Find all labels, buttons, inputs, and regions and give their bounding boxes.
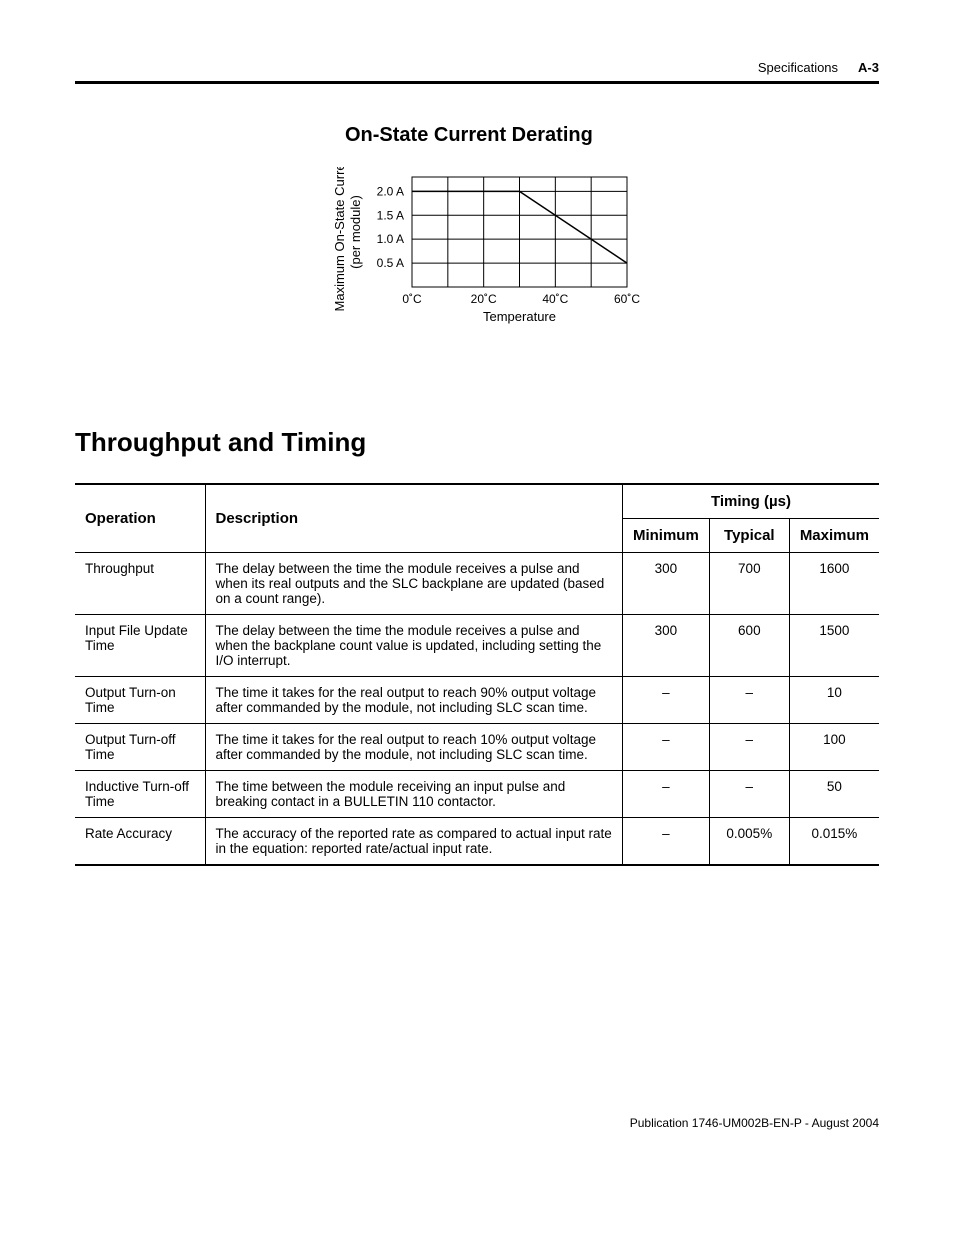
svg-text:1.0 A: 1.0 A — [377, 232, 404, 246]
cell-typ: 600 — [709, 615, 789, 677]
cell-typ: – — [709, 724, 789, 771]
svg-text:0.5 A: 0.5 A — [377, 256, 404, 270]
footer-text: Publication 1746-UM002B-EN-P - August 20… — [75, 1116, 879, 1130]
svg-text:20˚C: 20˚C — [471, 292, 497, 306]
cell-min: – — [622, 771, 709, 818]
th-min: Minimum — [622, 519, 709, 553]
svg-text:60˚C: 60˚C — [614, 292, 640, 306]
cell-typ: 700 — [709, 553, 789, 615]
svg-text:2.0 A: 2.0 A — [377, 184, 404, 198]
cell-min: – — [622, 677, 709, 724]
derating-chart: 0˚C 20˚C 40˚C 60˚C 0.5 A 1.0 A 1.5 A 2.0 A Tempe… — [75, 167, 879, 347]
th-timing-group: Timing (µs) — [622, 484, 879, 519]
cell-min: – — [622, 818, 709, 866]
th-operation: Operation — [75, 484, 205, 553]
cell-operation: Rate Accuracy — [75, 818, 205, 866]
cell-max: 50 — [789, 771, 879, 818]
table-row: Inductive Turn-off TimeThe time between … — [75, 771, 879, 818]
page-header: Specifications A-3 — [75, 60, 879, 79]
table-row: Output Turn-on TimeThe time it takes for… — [75, 677, 879, 724]
svg-text:Temperature: Temperature — [483, 309, 556, 324]
table-row: Rate AccuracyThe accuracy of the reporte… — [75, 818, 879, 866]
cell-min: 300 — [622, 615, 709, 677]
svg-text:40˚C: 40˚C — [542, 292, 568, 306]
derating-chart-svg: 0˚C 20˚C 40˚C 60˚C 0.5 A 1.0 A 1.5 A 2.0 A Tempe… — [297, 167, 657, 347]
cell-typ: – — [709, 771, 789, 818]
cell-max: 0.015% — [789, 818, 879, 866]
cell-min: – — [622, 724, 709, 771]
cell-description: The time it takes for the real output to… — [205, 677, 622, 724]
cell-description: The time it takes for the real output to… — [205, 724, 622, 771]
cell-operation: Output Turn-on Time — [75, 677, 205, 724]
table-heading: Throughput and Timing — [75, 427, 879, 458]
th-description: Description — [205, 484, 622, 553]
cell-description: The delay between the time the module re… — [205, 615, 622, 677]
svg-text:Maximum On-State Current: Maximum On-State Current — [332, 167, 347, 311]
header-rule — [75, 81, 879, 84]
cell-description: The time between the module receiving an… — [205, 771, 622, 818]
svg-text:1.5 A: 1.5 A — [377, 208, 404, 222]
table-row: Output Turn-off TimeThe time it takes fo… — [75, 724, 879, 771]
cell-operation: Input File Update Time — [75, 615, 205, 677]
chart-heading: On-State Current Derating — [345, 124, 879, 147]
th-typ: Typical — [709, 519, 789, 553]
cell-description: The delay between the time the module re… — [205, 553, 622, 615]
cell-typ: 0.005% — [709, 818, 789, 866]
cell-min: 300 — [622, 553, 709, 615]
cell-max: 100 — [789, 724, 879, 771]
cell-max: 1600 — [789, 553, 879, 615]
cell-max: 1500 — [789, 615, 879, 677]
timing-table: Operation Description Timing (µs) Minimu… — [75, 483, 879, 866]
cell-max: 10 — [789, 677, 879, 724]
cell-description: The accuracy of the reported rate as com… — [205, 818, 622, 866]
header-page-number: A-3 — [858, 60, 879, 75]
table-row: Input File Update TimeThe delay between … — [75, 615, 879, 677]
header-section: Specifications — [758, 60, 838, 75]
th-max: Maximum — [789, 519, 879, 553]
svg-text:(per module): (per module) — [348, 195, 363, 269]
cell-operation: Output Turn-off Time — [75, 724, 205, 771]
svg-text:0˚C: 0˚C — [402, 292, 422, 306]
table-row: ThroughputThe delay between the time the… — [75, 553, 879, 615]
cell-operation: Throughput — [75, 553, 205, 615]
cell-operation: Inductive Turn-off Time — [75, 771, 205, 818]
cell-typ: – — [709, 677, 789, 724]
